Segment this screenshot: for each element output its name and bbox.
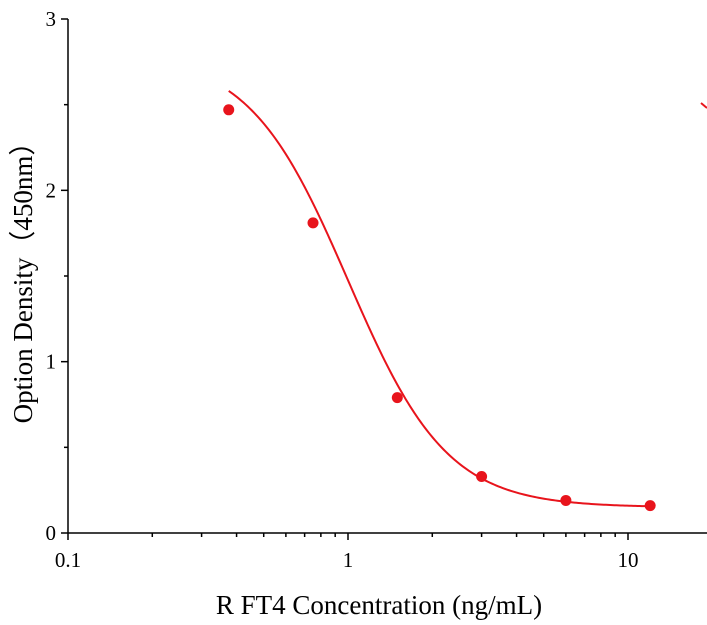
axes: 0 1 2 3 0.1 1 10 [46, 7, 707, 572]
y-axis-title: Option Density（450nm） [8, 129, 38, 424]
data-point [391, 392, 403, 404]
y-tick-label: 2 [46, 178, 57, 202]
x-tick-label: 1 [343, 548, 354, 572]
x-tick-label: 0.1 [55, 548, 81, 572]
y-tick-label: 3 [46, 7, 57, 31]
y-tick-label: 0 [46, 521, 57, 545]
data-point [644, 500, 656, 512]
y-tick-label: 1 [46, 350, 57, 374]
fit-layer [228, 90, 707, 508]
data-point [223, 104, 235, 116]
curve-fragment [700, 102, 707, 109]
fit-curve [228, 90, 651, 508]
x-tick-label: 10 [618, 548, 639, 572]
data-point [476, 470, 488, 482]
x-axis-title: R FT4 Concentration (ng/mL) [216, 590, 542, 620]
data-point [307, 217, 319, 229]
points-layer [223, 104, 656, 512]
data-point [560, 494, 572, 506]
